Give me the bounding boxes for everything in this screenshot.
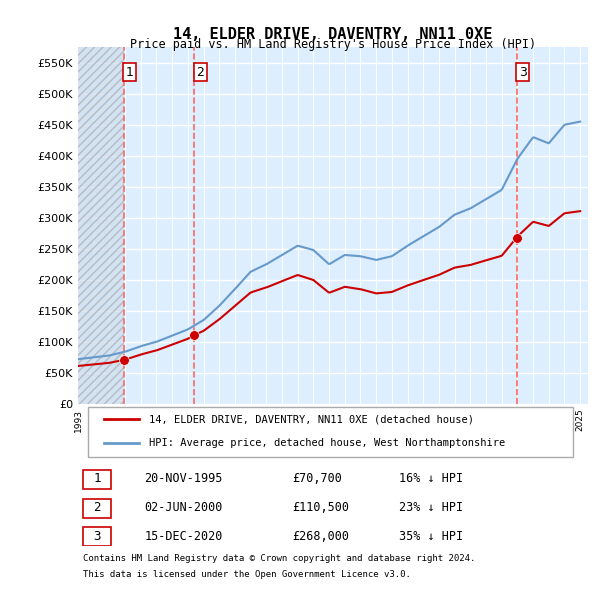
FancyBboxPatch shape <box>83 499 111 518</box>
Text: £268,000: £268,000 <box>292 530 349 543</box>
Text: Price paid vs. HM Land Registry's House Price Index (HPI): Price paid vs. HM Land Registry's House … <box>130 38 536 51</box>
Text: 1: 1 <box>126 66 134 79</box>
Text: Contains HM Land Registry data © Crown copyright and database right 2024.: Contains HM Land Registry data © Crown c… <box>83 555 475 563</box>
Text: 2: 2 <box>93 501 101 514</box>
Text: 20-NOV-1995: 20-NOV-1995 <box>145 472 223 485</box>
Text: 14, ELDER DRIVE, DAVENTRY, NN11 0XE (detached house): 14, ELDER DRIVE, DAVENTRY, NN11 0XE (det… <box>149 414 475 424</box>
Text: 3: 3 <box>93 530 101 543</box>
Text: 15-DEC-2020: 15-DEC-2020 <box>145 530 223 543</box>
Text: 3: 3 <box>519 66 527 79</box>
Text: 1: 1 <box>93 472 101 485</box>
FancyBboxPatch shape <box>88 407 573 457</box>
Text: 35% ↓ HPI: 35% ↓ HPI <box>400 530 463 543</box>
FancyBboxPatch shape <box>83 527 111 546</box>
Text: HPI: Average price, detached house, West Northamptonshire: HPI: Average price, detached house, West… <box>149 438 506 448</box>
Bar <box>78 47 124 404</box>
Text: This data is licensed under the Open Government Licence v3.0.: This data is licensed under the Open Gov… <box>83 571 411 579</box>
Text: 16% ↓ HPI: 16% ↓ HPI <box>400 472 463 485</box>
Text: £110,500: £110,500 <box>292 501 349 514</box>
Text: £70,700: £70,700 <box>292 472 342 485</box>
Text: 23% ↓ HPI: 23% ↓ HPI <box>400 501 463 514</box>
Text: 02-JUN-2000: 02-JUN-2000 <box>145 501 223 514</box>
Text: 2: 2 <box>196 66 205 79</box>
FancyBboxPatch shape <box>83 470 111 489</box>
Text: 14, ELDER DRIVE, DAVENTRY, NN11 0XE: 14, ELDER DRIVE, DAVENTRY, NN11 0XE <box>173 27 493 41</box>
